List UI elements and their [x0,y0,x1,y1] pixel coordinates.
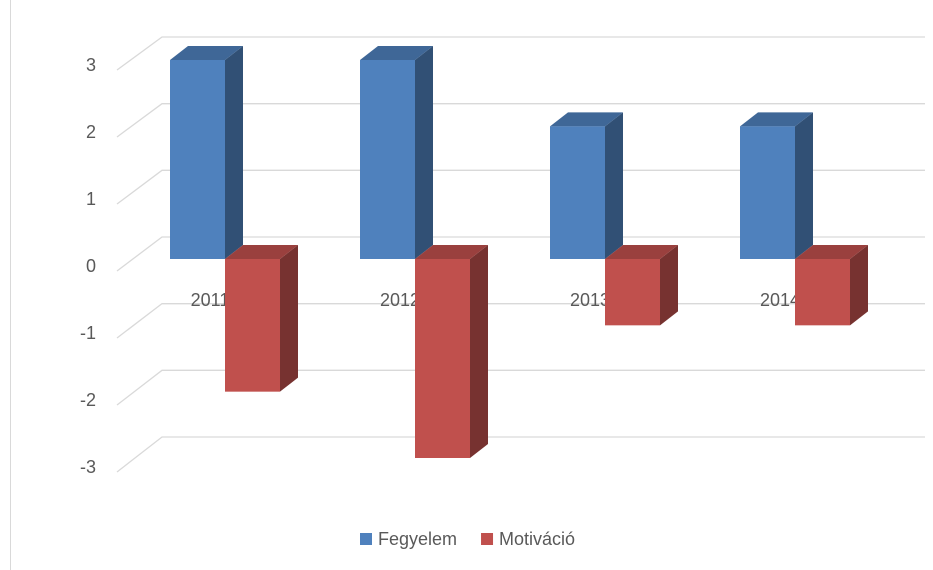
legend-label: Motiváció [499,529,575,549]
bar-top [170,46,243,60]
bar-side [660,245,678,326]
bar-side [850,245,868,326]
y-tick-label: 2 [86,122,96,142]
grid-line [116,103,925,138]
legend-label: Fegyelem [378,529,457,549]
bar-side [470,245,488,458]
y-tick-label: -1 [80,323,96,343]
x-tick-label: 2012 [380,290,420,310]
bar [360,46,433,259]
bar-top [740,112,813,127]
bar-top [360,46,433,60]
bar [795,245,868,326]
bar-front [795,259,850,326]
bar-top [550,112,623,127]
y-tick-label: 1 [86,189,96,209]
bar-side [225,46,243,259]
y-tick-label: 3 [86,55,96,75]
x-tick-label: 2011 [191,290,230,310]
bar [170,46,243,259]
y-tick-label: -3 [80,457,96,477]
bar-front [225,259,280,392]
bar-top [795,245,868,259]
bar-front [550,126,605,259]
bar [550,112,623,259]
bar [605,245,678,326]
grid-line [116,236,925,272]
bar [740,112,813,259]
bar-side [605,112,623,259]
grid-line [116,36,925,71]
x-tick-label: 2014 [760,290,800,310]
bar-front [170,60,225,259]
bar-front [415,259,470,458]
grid-line [116,436,925,473]
bar-top [415,245,488,259]
bar-top [225,245,298,259]
bar-front [605,259,660,326]
bar-front [740,126,795,259]
grid-line [116,169,925,205]
bar-front [360,60,415,259]
bar-top [605,245,678,259]
bar [225,245,298,392]
bar-side [415,46,433,259]
y-tick-label: -2 [80,390,96,410]
bar-side [795,112,813,259]
grid-line [116,369,925,406]
y-tick-label: 0 [86,256,96,276]
x-tick-label: 2013 [570,290,610,310]
legend-swatch [481,533,494,545]
bar-side [280,245,298,392]
legend-swatch [360,533,372,545]
bar [415,245,488,458]
